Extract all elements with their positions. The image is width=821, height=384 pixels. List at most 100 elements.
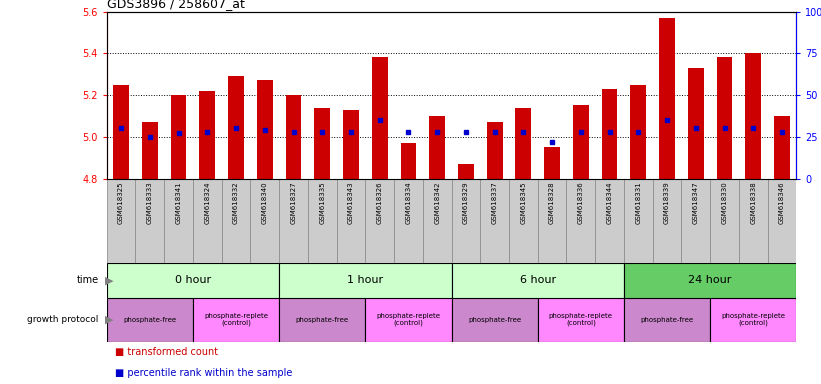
Bar [401, 143, 416, 179]
Bar [516, 108, 531, 179]
Bar [314, 108, 330, 179]
Bar [745, 53, 761, 179]
Text: GSM618324: GSM618324 [204, 181, 210, 223]
Bar [602, 89, 617, 179]
Text: 6 hour: 6 hour [520, 275, 556, 285]
Bar [337, 179, 365, 263]
Bar [710, 298, 796, 342]
Text: 0 hour: 0 hour [175, 275, 211, 285]
Bar [768, 179, 796, 263]
Text: GSM618328: GSM618328 [549, 181, 555, 224]
Bar [286, 95, 301, 179]
Bar [257, 80, 273, 179]
Bar [624, 298, 710, 342]
Text: 24 hour: 24 hour [689, 275, 732, 285]
Text: GSM618345: GSM618345 [521, 181, 526, 223]
Bar [544, 147, 560, 179]
Bar [710, 179, 739, 263]
Bar [279, 298, 365, 342]
Bar [228, 76, 244, 179]
Bar [222, 179, 250, 263]
Bar [429, 116, 445, 179]
Text: growth protocol: growth protocol [27, 315, 99, 324]
Bar [113, 84, 129, 179]
Text: phosphate-free: phosphate-free [468, 317, 521, 323]
Bar [193, 179, 222, 263]
Text: GSM618331: GSM618331 [635, 181, 641, 224]
Bar [573, 106, 589, 179]
Text: ■ transformed count: ■ transformed count [115, 347, 218, 358]
Bar [200, 91, 215, 179]
Text: GSM618326: GSM618326 [377, 181, 383, 224]
Bar [681, 179, 710, 263]
Text: phosphate-replete
(control): phosphate-replete (control) [722, 313, 785, 326]
Text: GSM618325: GSM618325 [118, 181, 124, 223]
Text: GSM618337: GSM618337 [492, 181, 498, 224]
Text: GSM618329: GSM618329 [463, 181, 469, 224]
Text: GSM618339: GSM618339 [664, 181, 670, 224]
Text: GSM618335: GSM618335 [319, 181, 325, 224]
Text: GSM618347: GSM618347 [693, 181, 699, 224]
Bar [774, 116, 790, 179]
Text: GSM618346: GSM618346 [779, 181, 785, 224]
Bar [365, 179, 394, 263]
Text: GSM618344: GSM618344 [607, 181, 612, 223]
Bar [107, 179, 135, 263]
Text: GSM618336: GSM618336 [578, 181, 584, 224]
Bar [423, 179, 452, 263]
Bar [171, 95, 186, 179]
Text: GSM618340: GSM618340 [262, 181, 268, 224]
Bar [452, 298, 538, 342]
Bar [739, 179, 768, 263]
Text: time: time [76, 275, 99, 285]
Bar [624, 263, 796, 298]
Bar [343, 110, 359, 179]
Text: phosphate-free: phosphate-free [123, 317, 177, 323]
Text: ■ percentile rank within the sample: ■ percentile rank within the sample [115, 368, 292, 379]
Text: phosphate-replete
(control): phosphate-replete (control) [377, 313, 440, 326]
Bar [659, 18, 675, 179]
Text: GSM618342: GSM618342 [434, 181, 440, 223]
Bar [279, 263, 452, 298]
Bar [538, 179, 566, 263]
Bar [164, 179, 193, 263]
Text: GDS3896 / 258607_at: GDS3896 / 258607_at [107, 0, 245, 10]
Text: GSM618341: GSM618341 [176, 181, 181, 224]
Text: 1 hour: 1 hour [347, 275, 383, 285]
Text: ▶: ▶ [105, 314, 113, 325]
Text: GSM618327: GSM618327 [291, 181, 296, 224]
Text: GSM618338: GSM618338 [750, 181, 756, 224]
Text: GSM618332: GSM618332 [233, 181, 239, 224]
Text: GSM618343: GSM618343 [348, 181, 354, 224]
Bar [107, 263, 279, 298]
Bar [688, 68, 704, 179]
Bar [279, 179, 308, 263]
Text: phosphate-replete
(control): phosphate-replete (control) [549, 313, 612, 326]
Bar [250, 179, 279, 263]
Bar [566, 179, 595, 263]
Bar [372, 58, 388, 179]
Bar [509, 179, 538, 263]
Bar [538, 298, 624, 342]
Text: phosphate-free: phosphate-free [640, 317, 694, 323]
Bar [458, 164, 474, 179]
Text: GSM618333: GSM618333 [147, 181, 153, 224]
Text: phosphate-replete
(control): phosphate-replete (control) [204, 313, 268, 326]
Bar [142, 122, 158, 179]
Bar [487, 122, 502, 179]
Text: GSM618330: GSM618330 [722, 181, 727, 224]
Bar [595, 179, 624, 263]
Bar [107, 298, 193, 342]
Bar [193, 298, 279, 342]
Bar [653, 179, 681, 263]
Bar [365, 298, 452, 342]
Bar [452, 263, 624, 298]
Bar [308, 179, 337, 263]
Bar [480, 179, 509, 263]
Bar [135, 179, 164, 263]
Text: ▶: ▶ [105, 275, 113, 285]
Bar [452, 179, 480, 263]
Bar [394, 179, 423, 263]
Bar [624, 179, 653, 263]
Bar [631, 84, 646, 179]
